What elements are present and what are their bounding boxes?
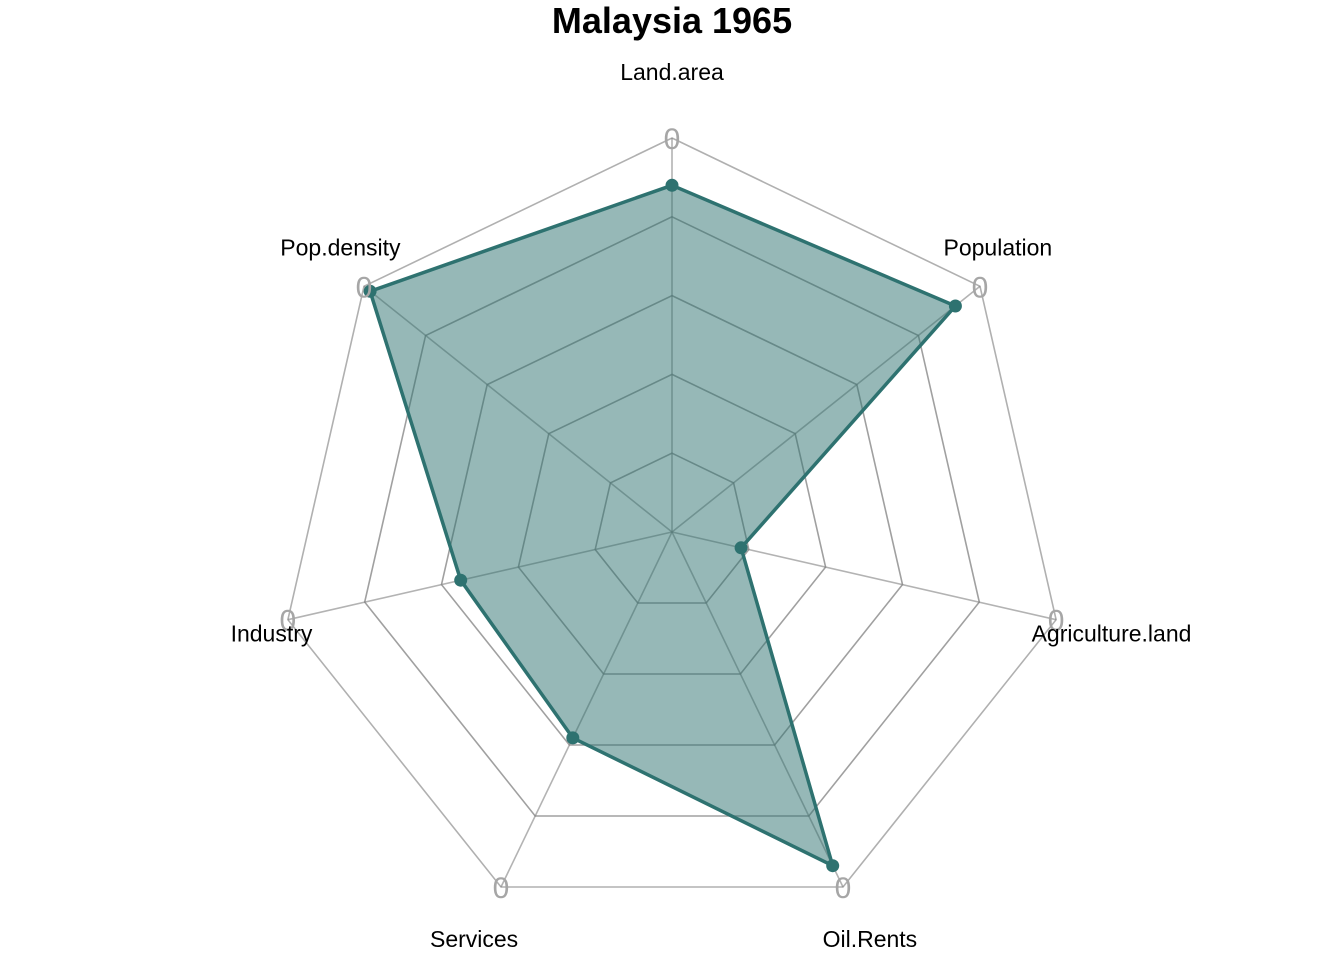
series-fill-0 (370, 185, 956, 866)
data-point-land-area (665, 178, 679, 192)
tick-label-4: 0 (493, 872, 510, 905)
data-point-population (948, 299, 962, 313)
data-point-industry (454, 573, 468, 587)
axis-label-population: Population (944, 235, 1053, 261)
tick-label-3: 0 (835, 872, 852, 905)
axis-label-industry: Industry (231, 621, 313, 647)
data-point-oil-rents (826, 859, 840, 873)
axis-label-services: Services (430, 926, 518, 952)
chart-title: Malaysia 1965 (551, 0, 793, 41)
tick-label-1: 0 (972, 271, 989, 304)
tick-label-6: 0 (356, 271, 373, 304)
series-line-0 (368, 183, 958, 868)
series-top-0 (363, 178, 962, 873)
series-layer (370, 185, 956, 866)
axis-label-oil-rents: Oil.Rents (823, 926, 918, 952)
tick-label-0: 0 (664, 123, 681, 156)
axis-labels: 0 0 0 0 0 0 0 Land.area Population Agriculture.la… (231, 59, 1192, 952)
tick-label-5: 0 (280, 605, 297, 638)
axis-label-land-area: Land.area (620, 59, 724, 85)
data-point-services (566, 731, 580, 745)
tick-label-2: 0 (1048, 605, 1065, 638)
axis-label-agriculture-land: Agriculture.land (1032, 621, 1192, 647)
data-point-agriculture-land (734, 541, 748, 555)
data-point-pop-density (363, 284, 377, 298)
grid-ring-5 (287, 137, 1057, 888)
axis-label-pop-density: Pop.density (280, 235, 401, 261)
